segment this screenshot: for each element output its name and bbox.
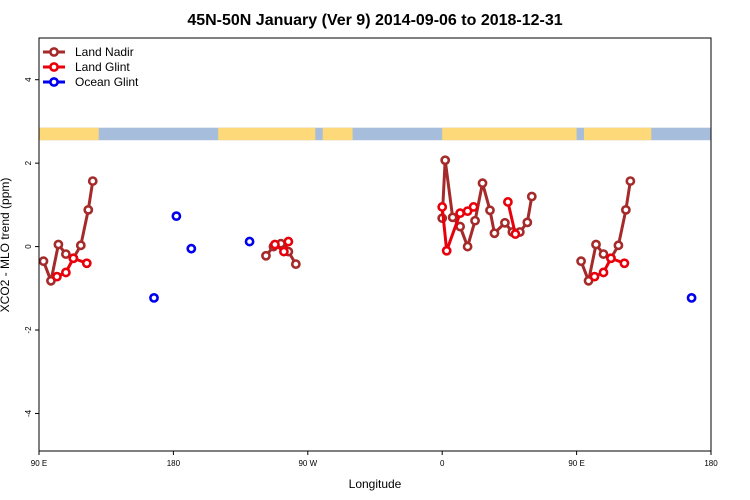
series-1-point-13 xyxy=(510,229,521,239)
series-0-point-30 xyxy=(598,249,609,259)
legend-marker-1 xyxy=(49,62,59,72)
series-0-point-21 xyxy=(489,228,500,239)
map-strip xyxy=(39,127,711,141)
series-1-point-2 xyxy=(68,253,79,264)
x-tick-label-0: 90 E xyxy=(31,459,47,468)
series-0-point-26 xyxy=(526,191,537,202)
legend-marker-0 xyxy=(49,47,59,57)
x-tick-label-2: 90 W xyxy=(298,459,317,468)
series-0-point-33 xyxy=(620,204,631,215)
series-1-point-8 xyxy=(441,245,452,256)
y-tick-label-1: -2 xyxy=(24,326,33,334)
series-1-point-17 xyxy=(619,258,630,269)
y-tick-label-4: 4 xyxy=(24,77,33,82)
series-1-point-4 xyxy=(270,239,280,250)
series-1-point-0 xyxy=(52,271,62,282)
x-axis-label: Longitude xyxy=(349,477,402,491)
series-0-point-8 xyxy=(261,250,271,261)
y-axis-label: XCO2 - MLO trend (ppm) xyxy=(0,178,12,313)
series-1 xyxy=(52,197,630,282)
plot-frame xyxy=(38,37,712,452)
series-1-point-14 xyxy=(589,271,600,282)
series-0 xyxy=(38,155,636,286)
map-land-2 xyxy=(218,127,316,141)
series-0-point-29 xyxy=(591,239,601,250)
x-tick-label-3: 0 xyxy=(440,459,445,468)
series-1-line-4 xyxy=(593,256,625,278)
series-0-point-12 xyxy=(290,259,301,270)
series-0-point-22 xyxy=(500,217,510,228)
chart-title: 45N-50N January (Ver 9) 2014-09-06 to 20… xyxy=(187,12,562,29)
series-2-point-1 xyxy=(171,211,182,222)
series-2-point-3 xyxy=(244,236,255,247)
series-0-point-7 xyxy=(87,176,98,186)
y-tick-label-3: 2 xyxy=(24,160,33,165)
series-2-point-0 xyxy=(149,292,159,303)
series-0-point-20 xyxy=(485,205,495,216)
series-1-line-3 xyxy=(506,201,517,235)
series-1-point-15 xyxy=(598,267,609,278)
series-0-point-6 xyxy=(83,204,94,215)
series-1-point-16 xyxy=(606,253,616,264)
series-1-point-1 xyxy=(60,267,71,278)
y-tick-label-2: 0 xyxy=(24,244,33,249)
series-0-point-34 xyxy=(625,176,636,186)
series-2-point-2 xyxy=(186,243,197,254)
series-0-point-0 xyxy=(38,256,49,267)
series-0-point-3 xyxy=(60,249,71,259)
x-axis: 90 E 180 90 W 0 90 E 180 xyxy=(31,451,718,468)
series-1-point-6 xyxy=(283,236,294,247)
series-0-point-14 xyxy=(440,155,451,166)
x-tick-label-1: 180 xyxy=(167,459,181,468)
series-0-point-2 xyxy=(53,239,64,250)
series-1-point-12 xyxy=(503,197,513,207)
series-0-point-19 xyxy=(477,178,488,189)
series-0-point-17 xyxy=(462,241,473,252)
series-0-point-5 xyxy=(75,240,86,251)
series-1-point-7 xyxy=(437,202,448,212)
map-land-1 xyxy=(39,127,99,141)
map-land-3 xyxy=(322,127,353,141)
series-0-point-32 xyxy=(613,240,624,251)
series-layer xyxy=(38,155,697,303)
series-1-point-11 xyxy=(468,202,479,212)
y-tick-label-0: -4 xyxy=(24,409,33,417)
series-1-point-9 xyxy=(455,208,466,219)
series-1-line-0 xyxy=(56,256,88,278)
legend-marker-2 xyxy=(49,77,59,87)
series-0-point-15 xyxy=(447,212,458,223)
series-0-point-18 xyxy=(470,215,480,226)
series-1-point-3 xyxy=(81,258,92,269)
legend-label-1: Land Glint xyxy=(75,60,130,74)
y-axis: -4 -2 0 2 4 xyxy=(24,77,39,417)
legend-label-2: Ocean Glint xyxy=(75,75,139,89)
x-tick-label-4: 90 E xyxy=(568,459,584,468)
series-2 xyxy=(149,211,697,303)
series-1-point-5 xyxy=(279,246,289,257)
map-land-4 xyxy=(442,127,577,141)
x-tick-label-5: 180 xyxy=(704,459,718,468)
series-0-point-27 xyxy=(576,256,586,267)
series-0-point-25 xyxy=(522,217,533,228)
series-2-point-4 xyxy=(686,292,697,303)
map-land-5 xyxy=(584,127,652,141)
legend-label-0: Land Nadir xyxy=(75,45,134,59)
